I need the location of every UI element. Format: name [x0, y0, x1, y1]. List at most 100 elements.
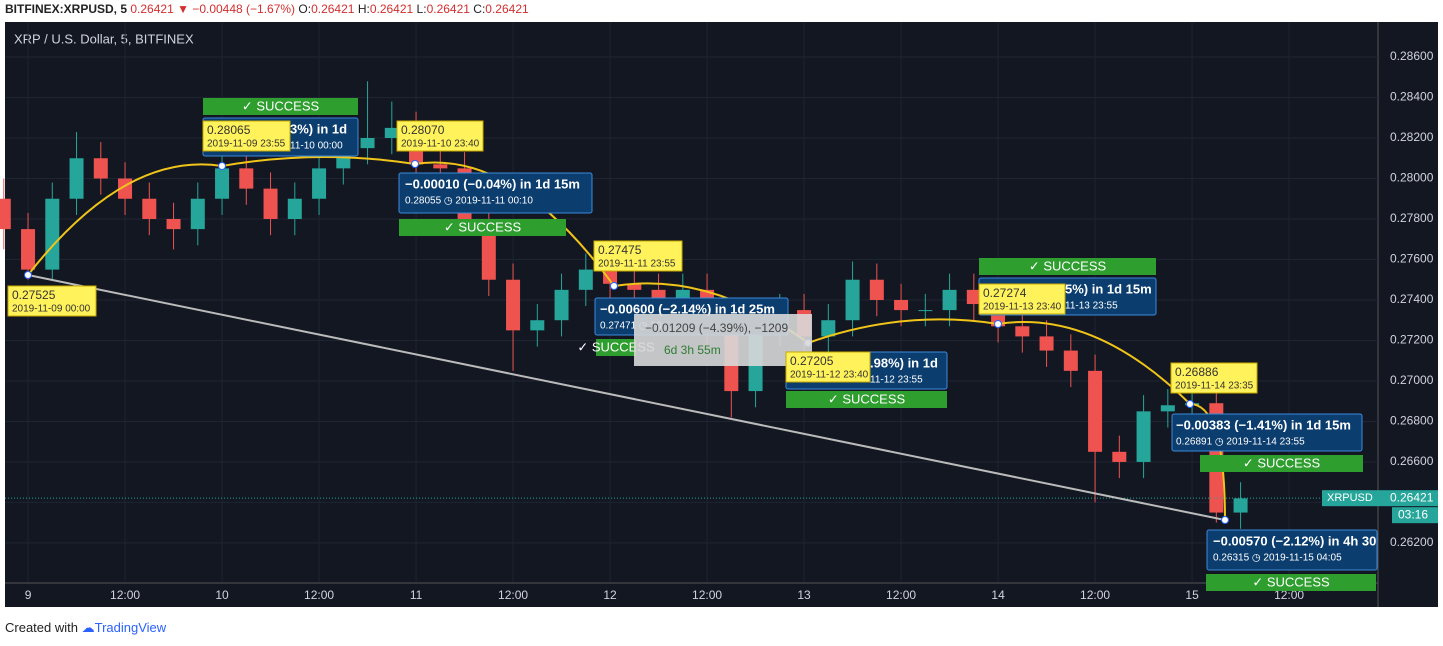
last-price: 0.26421 [130, 2, 174, 16]
price-note-value: 0.27205 [790, 354, 834, 368]
candle-body [142, 198, 157, 219]
price-note-value: 0.27274 [983, 286, 1027, 300]
measure-tool-span: 6d 3h 55m [664, 343, 721, 357]
measure-change: −0.00570 (−2.12%) in 4h 30 [1213, 533, 1376, 548]
candle-body [239, 168, 254, 189]
measure-end: 11-12 23:55 [870, 375, 923, 386]
footer: Created with ☁TradingView [5, 620, 166, 636]
candle-body [603, 269, 618, 284]
candle-body [966, 289, 981, 305]
x-tick-label: 12:00 [1274, 588, 1304, 602]
price-tag-bg [1322, 490, 1438, 507]
measure-end: 11-10 00:00 [290, 141, 343, 152]
price-note-time: 2019-11-11 23:55 [598, 259, 676, 270]
price-tag-symbol: XRPUSD [1327, 492, 1373, 504]
price-note-time: 2019-11-13 23:40 [983, 302, 1062, 313]
success-badge [203, 98, 358, 115]
brand-name: TradingView [94, 620, 167, 635]
ohlc: O:0.26421 H:0.26421 L:0.26421 C:0.26421 [298, 2, 528, 16]
measure-box [1171, 413, 1363, 452]
candle-body [578, 269, 593, 290]
success-badge [786, 391, 947, 408]
success-text: ✓ SUCCESS [242, 98, 320, 113]
candle-body [506, 279, 521, 331]
candle-body [918, 310, 933, 312]
price-note [7, 285, 97, 317]
x-tick-label: 14 [991, 588, 1005, 602]
x-tick-label: 10 [215, 588, 229, 602]
success-badge [1200, 455, 1363, 472]
candle-body [1160, 405, 1175, 412]
price-note-time: 2019-11-09 00:00 [12, 304, 91, 315]
y-tick-label: 0.28200 [1390, 130, 1434, 144]
x-tick-label: 12:00 [692, 588, 722, 602]
measure-change: .98%) in 1d [870, 355, 938, 370]
success-badge [979, 258, 1156, 275]
candle-body [869, 279, 884, 300]
ohlc-label: O: [298, 2, 312, 16]
arrow [997, 320, 1191, 405]
measure-change: −0.00600 (−2.14%) in 1d 25m [600, 301, 775, 316]
candle-body [1112, 451, 1127, 462]
y-tick-label: 0.27800 [1390, 211, 1434, 225]
x-tick-label: 12:00 [304, 588, 334, 602]
x-tick-label: 12:00 [1080, 588, 1110, 602]
trend-line [27, 274, 1226, 521]
candle-body [0, 198, 11, 230]
y-tick-label: 0.28000 [1390, 171, 1434, 185]
anchor-point [218, 162, 226, 170]
anchor-point [24, 271, 32, 279]
candle-body [627, 283, 642, 290]
x-tick-label: 9 [25, 588, 32, 602]
measure-end: 0.26891 ◷ 2019-11-14 23:55 [1176, 437, 1305, 448]
candle-body [1233, 498, 1248, 513]
price-note [593, 240, 683, 272]
candle-body [845, 279, 860, 321]
countdown-bg [1392, 507, 1438, 524]
candle-body [360, 138, 375, 149]
candle-body [1063, 350, 1078, 371]
measure-tool-box [634, 314, 812, 366]
success-text: ✓ SUCCESS [828, 391, 906, 406]
ohlc-value: 0.26421 [426, 2, 470, 16]
y-tick-label: 0.26200 [1390, 535, 1434, 549]
price-note-value: 0.28065 [207, 123, 251, 137]
ohlc-label: L: [416, 2, 427, 16]
candle-body [1015, 326, 1030, 337]
anchor-point [411, 160, 419, 168]
price-note [785, 351, 871, 383]
chart: XRP / U.S. Dollar, 5, BITFINEX 0.26200 0.… [0, 22, 1438, 607]
measure-end: 0.27471 ◷ 20 [600, 321, 662, 332]
ohlc-value: 0.26421 [369, 2, 414, 16]
candle-body [554, 289, 569, 321]
anchor-point [1221, 516, 1229, 524]
success-badge [596, 339, 636, 356]
anchor-point [1186, 400, 1194, 408]
success-text: ✓ SUCCESS [444, 219, 522, 234]
candle-body [93, 158, 108, 179]
candle-body [821, 320, 836, 337]
candle-body [384, 127, 399, 139]
change: ▼ −0.00448 (−1.67%) [177, 2, 296, 16]
candle-body [1039, 336, 1054, 351]
candle-body [166, 218, 181, 230]
candle-body [1136, 411, 1151, 462]
success-text: ✓ SUCCESS [1252, 574, 1330, 589]
measure-change: 3%) in 1d [290, 121, 347, 136]
ohlc-label: C: [473, 2, 486, 16]
y-tick-label: 0.27200 [1390, 333, 1434, 347]
arrow [221, 156, 416, 167]
candle-body [312, 168, 327, 199]
candle-body [190, 198, 205, 230]
candle-body [942, 289, 957, 311]
success-text: ✓ SUCCESS [1243, 455, 1321, 470]
candle-body [433, 164, 448, 169]
footer-prefix: Created with [5, 620, 78, 635]
ohlc-value: 0.26421 [485, 2, 529, 16]
measure-change: −0.00383 (−1.41%) in 1d 15m [1176, 417, 1351, 432]
price-note-time: 2019-11-09 23:55 [207, 139, 286, 150]
measure-tool-change: −0.01209 (−4.39%), −1209 [645, 321, 788, 335]
x-tick-label: 11 [410, 588, 423, 602]
measure-change: −0.00010 (−0.04%) in 1d 15m [405, 176, 580, 191]
